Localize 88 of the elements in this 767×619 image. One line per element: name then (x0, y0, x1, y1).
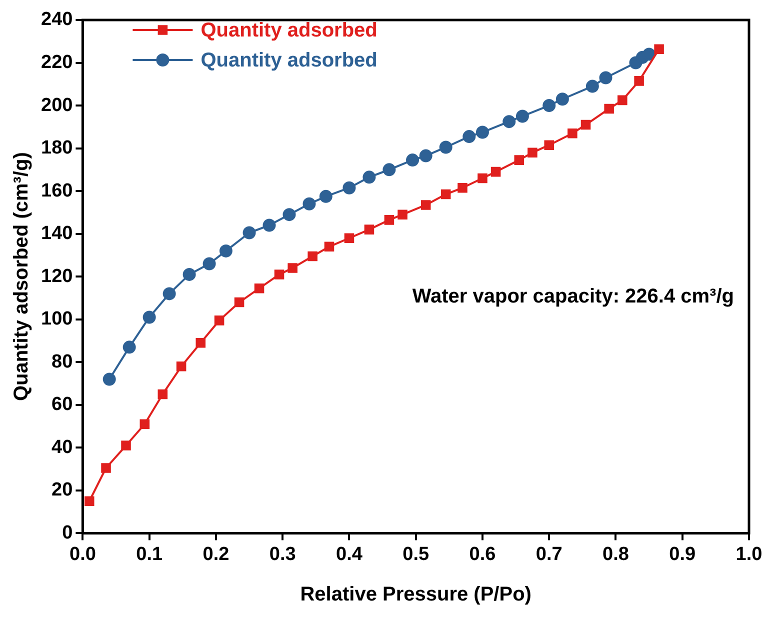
point (308, 251, 318, 262)
point (274, 270, 284, 280)
y-tick-label: 120 (41, 266, 73, 287)
point (382, 163, 396, 176)
x-tick-label: 1.0 (736, 544, 762, 565)
point (419, 149, 432, 162)
point (528, 148, 538, 158)
point (158, 389, 168, 400)
point (196, 338, 206, 348)
point (242, 226, 256, 240)
y-tick-label: 100 (41, 308, 73, 330)
point (490, 166, 501, 177)
x-tick-label: 0.4 (336, 544, 363, 565)
point (84, 496, 94, 506)
point (362, 170, 376, 184)
point (654, 44, 664, 54)
x-tick-label: 0.6 (469, 544, 496, 565)
y-axis-title: Quantity adsorbed (cm³/g) (10, 152, 33, 402)
annotation: Water vapor capacity: 226.4 cm³/g (412, 286, 734, 308)
y-tick-label: 200 (41, 94, 73, 116)
point (254, 283, 264, 294)
point (568, 128, 578, 138)
point (302, 197, 316, 210)
point (586, 80, 599, 93)
point (282, 208, 296, 222)
point (202, 257, 216, 270)
point (420, 200, 431, 210)
point (542, 99, 556, 112)
point (262, 218, 276, 232)
y-tick-label: 80 (52, 351, 73, 372)
point (544, 140, 554, 150)
point (319, 190, 332, 203)
point (342, 181, 356, 194)
point (140, 419, 150, 430)
x-tick-label: 0.2 (202, 544, 230, 565)
point (121, 440, 131, 450)
point (502, 115, 516, 128)
point (324, 242, 334, 252)
y-tick-label: 60 (52, 394, 73, 416)
point (604, 104, 614, 114)
point (102, 372, 116, 386)
y-tick-label: 180 (41, 138, 73, 159)
y-tick-label: 160 (41, 180, 73, 202)
x-tick-label: 0.0 (69, 544, 96, 565)
y-tick-label: 40 (52, 436, 73, 458)
point (556, 92, 569, 106)
point (516, 110, 529, 123)
point (634, 76, 644, 86)
point (219, 244, 232, 258)
point (478, 173, 488, 184)
point (476, 126, 489, 139)
point (344, 233, 354, 243)
point (288, 263, 298, 273)
point (599, 71, 612, 84)
point (642, 48, 656, 61)
point (142, 310, 156, 324)
point (176, 362, 186, 372)
x-tick-label: 0.9 (669, 544, 696, 565)
point (364, 224, 374, 234)
point (398, 210, 408, 220)
y-tick-label: 220 (41, 52, 73, 73)
point (462, 130, 476, 144)
point (618, 95, 628, 106)
y-tick-label: 0 (62, 522, 73, 544)
point (101, 463, 111, 473)
x-tick-label: 0.7 (536, 544, 562, 565)
point (440, 189, 451, 200)
point (580, 120, 591, 130)
point (162, 287, 176, 300)
point (122, 340, 136, 354)
y-tick-label: 20 (52, 480, 73, 501)
x-tick-label: 0.5 (402, 544, 430, 565)
point (458, 182, 468, 193)
x-axis-title: Relative Pressure (P/Po) (300, 584, 532, 606)
point (439, 140, 452, 154)
y-tick-label: 240 (41, 9, 73, 30)
point (214, 316, 224, 326)
point (514, 155, 524, 165)
point (384, 215, 394, 225)
x-tick-label: 0.8 (602, 544, 629, 565)
x-tick-label: 0.1 (136, 544, 163, 565)
point (406, 154, 420, 167)
y-tick-label: 140 (41, 223, 73, 244)
point (234, 297, 244, 308)
legend-label: Quantity adsorbed (200, 50, 378, 72)
point (182, 268, 196, 281)
legend-label: Quantity adsorbed (200, 20, 378, 42)
x-tick-label: 0.3 (269, 544, 296, 565)
